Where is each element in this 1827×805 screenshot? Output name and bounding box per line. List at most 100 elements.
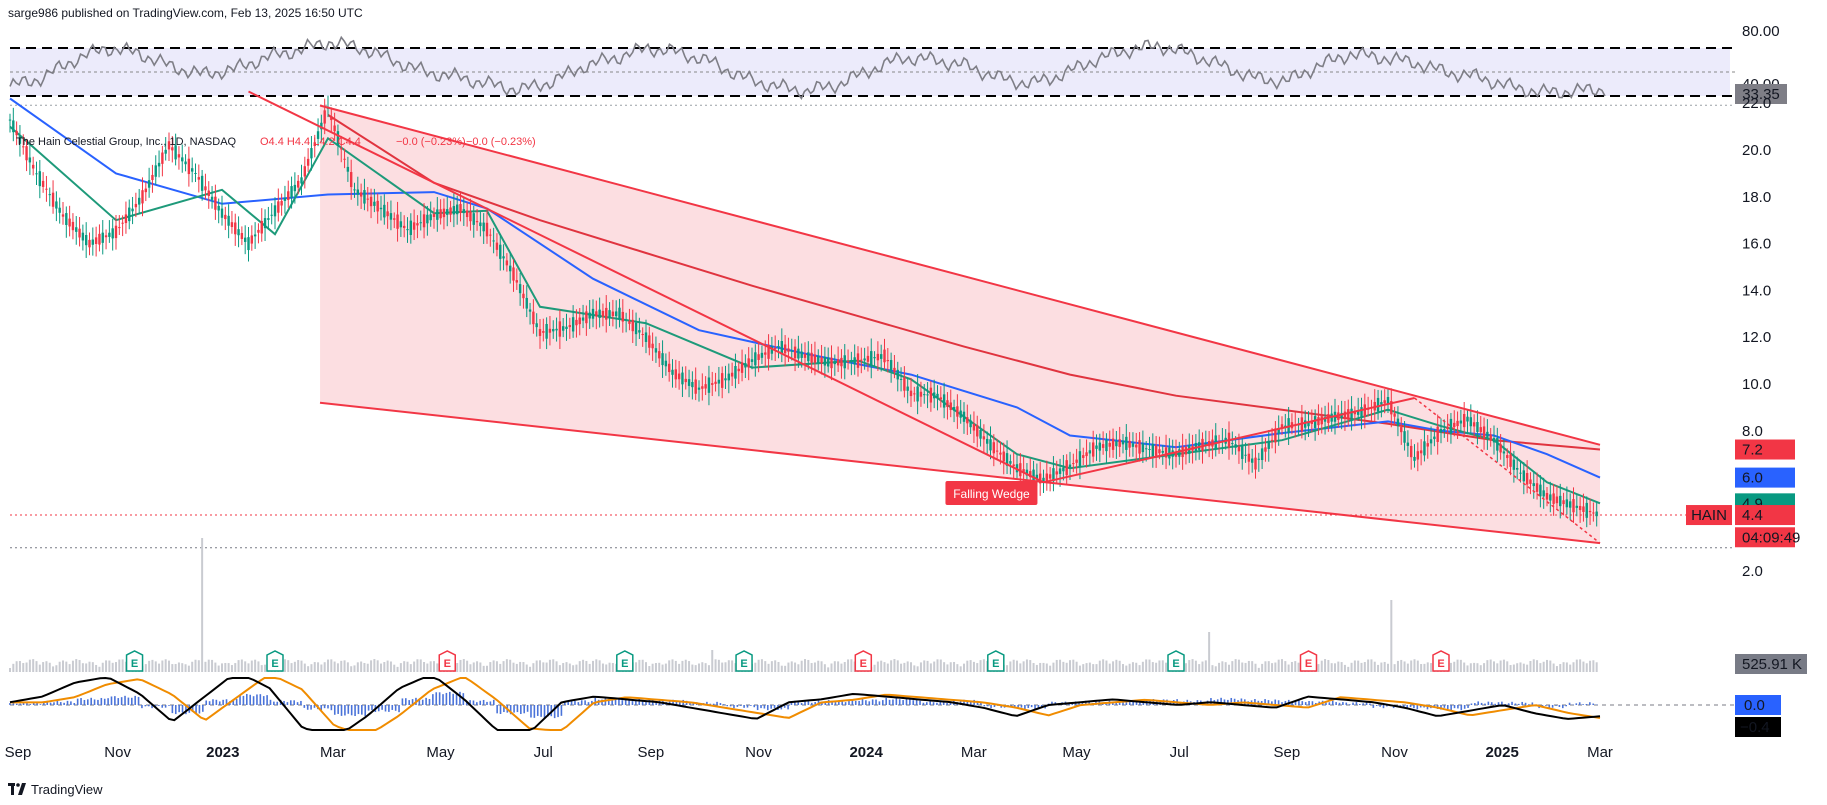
macd-histogram-bar	[689, 702, 691, 705]
candle-body	[840, 357, 843, 367]
macd-histogram-bar	[1315, 702, 1317, 705]
candle-body	[548, 328, 552, 333]
price-tag-bg	[1735, 439, 1795, 460]
volume-bar	[900, 663, 903, 672]
candle-body	[257, 229, 260, 233]
macd-histogram-bar	[1355, 702, 1358, 705]
macd-histogram-bar	[340, 705, 343, 716]
volume-bar	[317, 662, 320, 672]
volume-bar	[578, 661, 581, 672]
candle-body	[1128, 440, 1131, 448]
volume-bar	[611, 663, 614, 672]
candle-body	[870, 351, 873, 366]
volume-bar	[1403, 661, 1406, 672]
rsi-value-tag-bg	[1735, 84, 1787, 104]
candle-body	[525, 297, 528, 309]
macd-histogram-bar	[384, 705, 387, 712]
volume-bar	[1350, 662, 1353, 672]
volume-bar	[767, 663, 770, 672]
macd-histogram-bar	[36, 702, 38, 705]
volume-bar	[1131, 662, 1134, 672]
macd-histogram-bar	[1582, 704, 1584, 705]
macd-histogram-bar	[337, 705, 339, 714]
macd-histogram-bar	[120, 697, 123, 705]
volume-bar	[1320, 660, 1323, 672]
macd-histogram-bar	[1548, 705, 1551, 708]
candle-body	[1423, 441, 1426, 456]
macd-value-tag: −0.4	[1740, 719, 1770, 736]
candle-body	[207, 190, 210, 196]
volume-bar	[532, 663, 535, 672]
volume-bar	[1340, 662, 1343, 672]
macd-histogram-bar	[1284, 700, 1287, 705]
candle-body	[1426, 443, 1429, 447]
macd-histogram-bar	[293, 700, 295, 705]
candle-body	[88, 239, 91, 248]
volume-bar	[101, 662, 104, 672]
macd-histogram-bar	[1112, 702, 1114, 705]
candle-body	[1482, 426, 1486, 439]
candle-body	[230, 222, 234, 227]
volume-bar	[1334, 663, 1336, 672]
volume-bar	[168, 660, 170, 672]
volume-bar	[184, 664, 187, 672]
volume-bar	[919, 662, 922, 672]
volume-bar	[976, 663, 979, 672]
volume-bar	[194, 659, 197, 672]
volume-bar	[1393, 664, 1396, 672]
candle-body	[747, 358, 750, 368]
candle-body	[1506, 455, 1509, 459]
price-panel[interactable]: Falling Wedge	[8, 90, 1735, 549]
volume-bar	[250, 660, 253, 672]
price-tick-label: 22.0	[1742, 95, 1771, 112]
time-tick-label: May	[1062, 744, 1091, 761]
candle-body	[469, 211, 472, 222]
candle-body	[1406, 442, 1410, 446]
candle-body	[1154, 445, 1158, 456]
volume-bar	[1254, 663, 1257, 672]
volume-bar	[98, 666, 101, 672]
time-tick-label: Nov	[745, 744, 772, 761]
candle-body	[754, 352, 757, 366]
volume-bar	[466, 660, 469, 672]
candle-body	[1582, 506, 1585, 512]
candle-body	[190, 168, 194, 172]
volume-bar	[790, 661, 793, 672]
volume-bar	[1059, 659, 1062, 672]
macd-histogram-bar	[1135, 702, 1138, 705]
volume-bar	[1380, 662, 1383, 672]
rsi-value-tag: 33.35	[1742, 86, 1780, 103]
time-tick-label: 2024	[849, 744, 883, 761]
macd-histogram-bar	[273, 701, 275, 705]
candle-body	[1360, 407, 1363, 418]
macd-histogram-bar	[895, 697, 898, 705]
macd-histogram-bar	[1514, 703, 1517, 705]
candle-body	[1310, 421, 1314, 424]
candle-body	[1350, 408, 1353, 419]
volume-bar	[1317, 664, 1320, 672]
volume-bar	[903, 662, 906, 672]
volume-bar	[1512, 664, 1515, 672]
volume-bar	[1370, 659, 1373, 672]
macd-histogram-bar	[621, 700, 624, 705]
volume-bar	[645, 662, 647, 672]
macd-histogram-bar	[1034, 705, 1036, 710]
volume-bar	[499, 663, 502, 672]
volume-bar	[327, 659, 329, 672]
macd-histogram-bar	[1426, 705, 1429, 710]
volume-bar	[893, 659, 896, 672]
macd-histogram-bar	[1379, 705, 1381, 707]
candle-body	[717, 379, 721, 384]
volume-bar	[1287, 664, 1290, 672]
candle-body	[386, 211, 389, 217]
macd-histogram-bar	[1331, 700, 1334, 705]
macd-histogram-bar	[675, 701, 678, 705]
candle-body	[439, 209, 442, 219]
volume-bar	[522, 662, 525, 672]
volume-bar	[1383, 661, 1386, 672]
macd-histogram-bar	[428, 698, 431, 705]
macd-histogram-bar	[1078, 703, 1080, 705]
macd-histogram-bar	[1223, 699, 1226, 705]
macd-histogram-bar	[929, 700, 931, 705]
